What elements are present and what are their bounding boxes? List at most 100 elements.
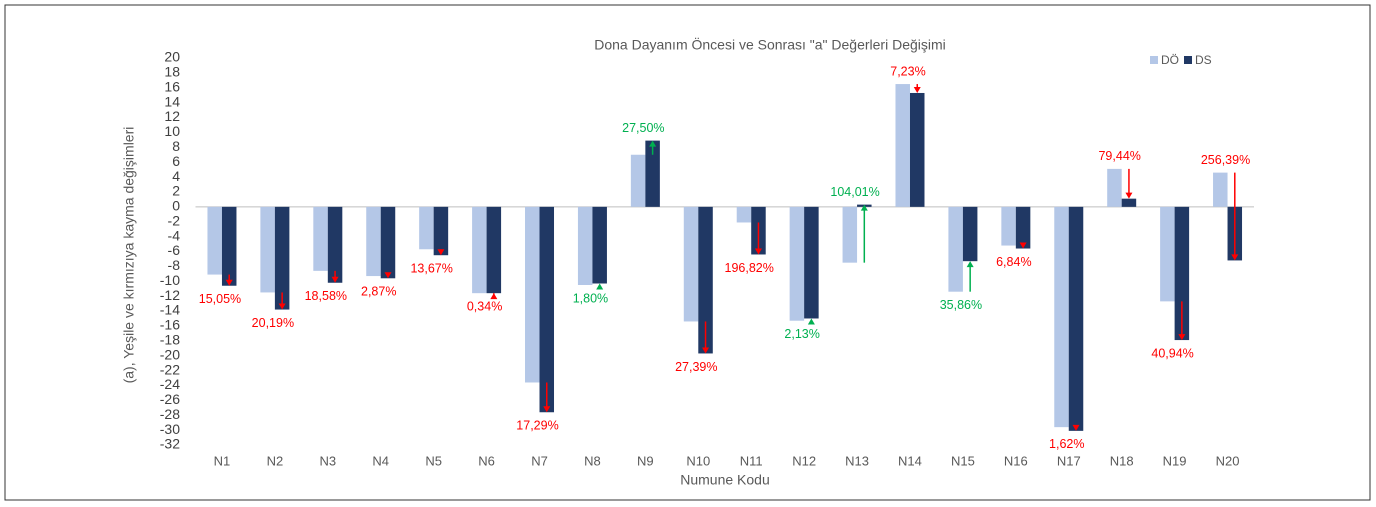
arrow-head — [913, 86, 921, 93]
bar — [1121, 198, 1137, 207]
change-label: 13,67% — [410, 262, 452, 276]
arrow-head — [384, 272, 392, 279]
change-label: 196,82% — [725, 261, 774, 275]
x-tick-label: N1 — [214, 453, 231, 468]
bar — [472, 206, 487, 294]
change-label: 6,84% — [996, 255, 1031, 269]
bar — [683, 206, 699, 322]
y-tick-label: -32 — [160, 436, 180, 452]
arrow-head — [1125, 192, 1133, 199]
y-axis-title: (a), Yeşile ve kırmızıya kayma değişimle… — [121, 127, 137, 384]
x-tick-label: N3 — [320, 453, 337, 468]
y-tick-label: 16 — [164, 78, 180, 94]
x-tick-label: N16 — [1004, 453, 1028, 468]
bar — [274, 206, 290, 310]
y-tick-label: 14 — [164, 93, 180, 109]
y-tick-label: -10 — [160, 272, 180, 288]
arrow-head — [596, 283, 604, 290]
change-label: 79,44% — [1098, 149, 1140, 163]
y-tick-label: 8 — [172, 138, 180, 154]
y-tick-label: -14 — [160, 302, 180, 318]
y-tick-label: -20 — [160, 346, 180, 362]
bar — [433, 206, 449, 256]
legend-label: DÖ — [1161, 53, 1179, 67]
x-tick-label: N12 — [792, 453, 816, 468]
bar — [698, 206, 713, 354]
x-tick-label: N8 — [584, 453, 601, 468]
x-tick-label: N18 — [1110, 453, 1134, 468]
change-label: 27,39% — [675, 360, 717, 374]
y-tick-label: -6 — [168, 242, 181, 258]
x-tick-label: N4 — [372, 453, 389, 468]
change-label: 17,29% — [516, 419, 558, 433]
bar — [1160, 206, 1175, 302]
x-tick-label: N10 — [686, 453, 710, 468]
arrow-head — [649, 140, 657, 147]
bar — [1054, 206, 1069, 428]
arrow-head — [754, 248, 762, 255]
bar — [1174, 206, 1190, 341]
y-tick-label: 12 — [164, 108, 180, 124]
arrow-head — [807, 318, 815, 325]
change-label: 18,58% — [305, 289, 347, 303]
bar — [948, 206, 963, 292]
arrow-head — [1178, 334, 1186, 341]
y-tick-label: 4 — [172, 168, 180, 184]
change-label: 256,39% — [1201, 153, 1250, 167]
y-tick-label: -16 — [160, 317, 180, 333]
x-tick-label: N6 — [478, 453, 495, 468]
bar — [630, 154, 646, 207]
legend-swatch — [1150, 56, 1158, 64]
x-tick-label: N19 — [1163, 453, 1187, 468]
x-axis-title: Numune Kodu — [680, 472, 770, 488]
change-label: 1,80% — [573, 291, 608, 305]
bar — [909, 92, 925, 207]
bar — [804, 206, 819, 319]
bar — [592, 206, 607, 284]
change-label: 0,34% — [467, 299, 502, 313]
x-tick-label: N2 — [267, 453, 284, 468]
y-tick-label: -12 — [160, 287, 180, 303]
arrow-head — [278, 303, 286, 310]
bar — [895, 84, 910, 207]
arrow-head — [543, 406, 551, 413]
arrow-head — [860, 204, 868, 211]
bar — [1015, 206, 1031, 249]
legend-label: DS — [1195, 53, 1212, 67]
bar — [1001, 206, 1016, 246]
y-tick-label: -8 — [168, 257, 181, 273]
change-label: 40,94% — [1151, 346, 1193, 360]
x-tick-label: N17 — [1057, 453, 1081, 468]
bar — [366, 206, 381, 277]
bar — [419, 206, 434, 250]
x-tick-label: N15 — [951, 453, 975, 468]
change-label: 104,01% — [830, 185, 879, 199]
bar — [789, 206, 805, 321]
y-tick-label: 6 — [172, 153, 180, 169]
arrow-head — [331, 276, 339, 283]
y-tick-label: -2 — [168, 212, 181, 228]
y-tick-label: -18 — [160, 332, 180, 348]
arrow-head — [1072, 424, 1080, 431]
change-label: 2,13% — [784, 327, 819, 341]
bar — [962, 206, 978, 262]
y-tick-label: 2 — [172, 183, 180, 199]
arrow-head — [1231, 254, 1239, 261]
y-tick-label: -28 — [160, 406, 180, 422]
x-tick-label: N20 — [1216, 453, 1240, 468]
arrow-head — [225, 279, 233, 286]
change-label: 27,50% — [622, 121, 664, 135]
bar — [260, 206, 275, 293]
change-label: 1,62% — [1049, 437, 1084, 451]
y-tick-label: -4 — [168, 227, 181, 243]
bar — [1107, 168, 1122, 207]
bar — [221, 206, 237, 286]
arrow-head — [490, 293, 498, 300]
change-label: 15,05% — [199, 292, 241, 306]
bar — [525, 206, 540, 383]
y-tick-label: 18 — [164, 64, 180, 80]
arrow-head — [437, 249, 445, 256]
bar — [1213, 172, 1228, 207]
change-label: 20,19% — [252, 316, 294, 330]
